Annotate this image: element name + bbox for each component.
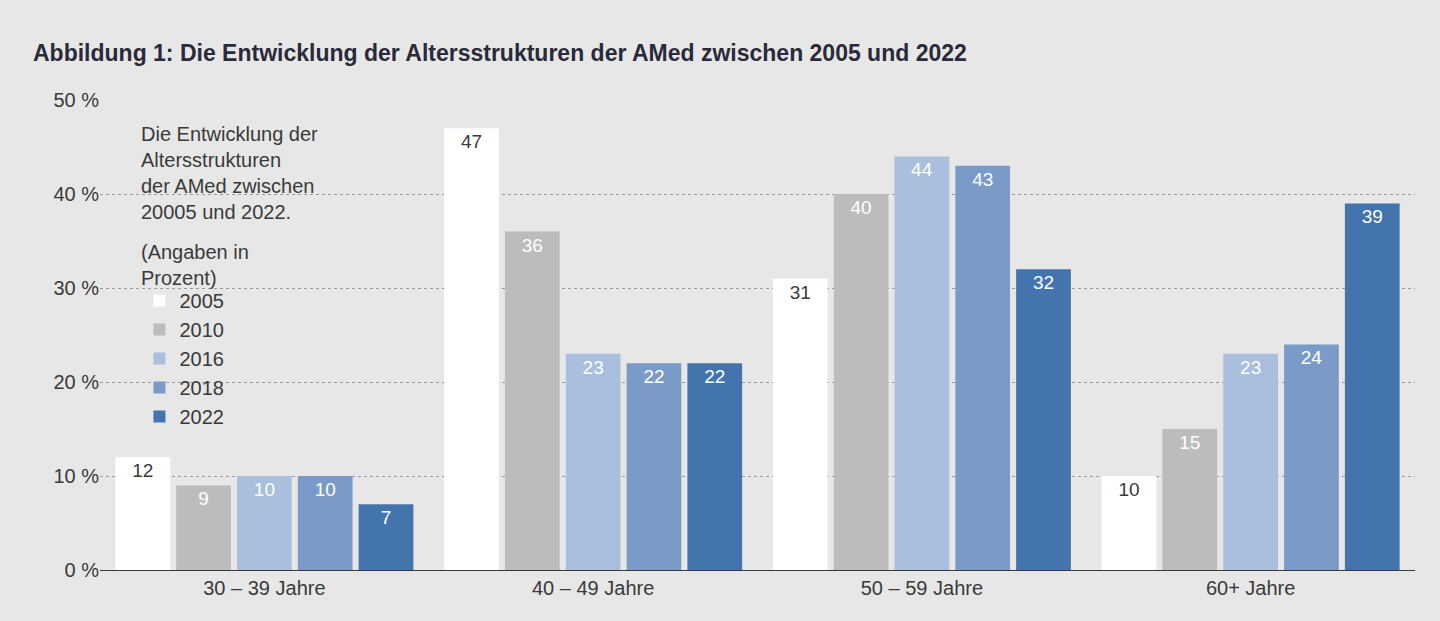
svg-text:2018: 2018	[179, 377, 224, 399]
svg-text:10: 10	[254, 479, 275, 500]
svg-text:15: 15	[1179, 432, 1200, 453]
svg-text:2005: 2005	[179, 290, 224, 312]
svg-text:47: 47	[461, 131, 482, 152]
svg-text:23: 23	[583, 357, 604, 378]
svg-text:43: 43	[972, 169, 993, 190]
svg-text:7: 7	[381, 507, 392, 528]
svg-text:30 %: 30 %	[53, 277, 99, 299]
svg-text:50 %: 50 %	[53, 89, 99, 111]
svg-text:40 %: 40 %	[53, 183, 99, 205]
svg-text:10 %: 10 %	[53, 465, 99, 487]
svg-text:44: 44	[911, 159, 933, 180]
svg-text:30 – 39 Jahre: 30 – 39 Jahre	[203, 577, 325, 599]
svg-text:9: 9	[198, 488, 209, 509]
svg-text:31: 31	[790, 282, 811, 303]
svg-text:40: 40	[850, 197, 871, 218]
svg-text:10: 10	[315, 479, 336, 500]
svg-text:32: 32	[1033, 272, 1054, 293]
svg-text:20 %: 20 %	[53, 371, 99, 393]
svg-text:60+ Jahre: 60+ Jahre	[1206, 577, 1296, 599]
svg-text:12: 12	[132, 460, 153, 481]
svg-text:2022: 2022	[179, 406, 224, 428]
svg-text:0 %: 0 %	[65, 559, 100, 581]
svg-text:39: 39	[1362, 206, 1383, 227]
svg-text:2010: 2010	[179, 319, 224, 341]
svg-text:Die Entwicklung derAltersstruk: Die Entwicklung derAltersstrukturender A…	[141, 123, 318, 223]
svg-text:2016: 2016	[179, 348, 224, 370]
svg-text:22: 22	[704, 366, 725, 387]
svg-text:40 – 49 Jahre: 40 – 49 Jahre	[532, 577, 654, 599]
svg-text:23: 23	[1240, 357, 1261, 378]
svg-text:(Angaben inProzent): (Angaben inProzent)	[141, 241, 249, 289]
svg-text:10: 10	[1118, 479, 1139, 500]
svg-text:Abbildung 1: Die Entwicklung d: Abbildung 1: Die Entwicklung der Alterss…	[33, 40, 967, 66]
svg-text:36: 36	[522, 235, 543, 256]
svg-text:50 – 59 Jahre: 50 – 59 Jahre	[861, 577, 983, 599]
svg-text:22: 22	[643, 366, 664, 387]
svg-text:24: 24	[1301, 347, 1323, 368]
